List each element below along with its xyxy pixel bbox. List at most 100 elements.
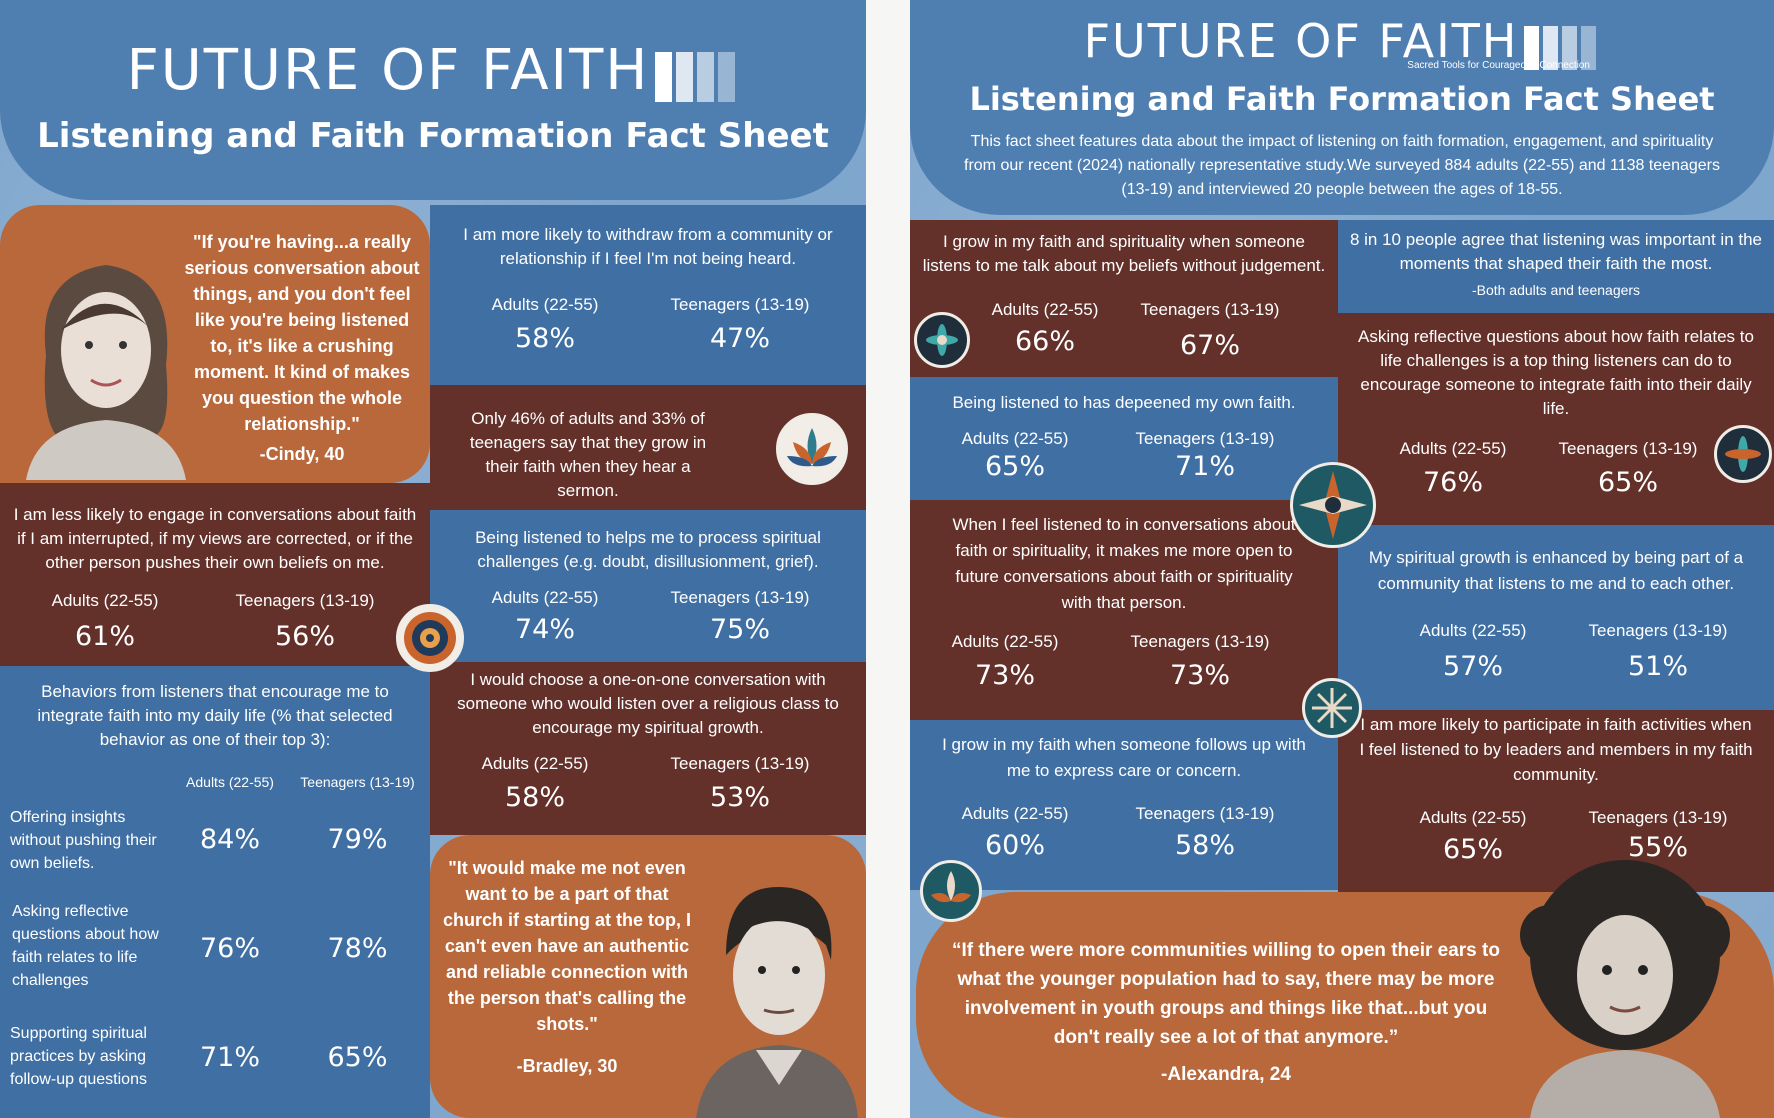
teens-value: 65% bbox=[327, 1042, 388, 1073]
sunflower-medallion-icon bbox=[396, 604, 464, 672]
stat-deepened: Being listened to has depeened my own fa… bbox=[910, 377, 1338, 500]
adults-value: 84% bbox=[199, 824, 260, 855]
adults-label: Adults (22-55) bbox=[961, 804, 1069, 823]
adults-label: Adults (22-55) bbox=[951, 632, 1059, 651]
cross-medallion-icon bbox=[914, 312, 970, 368]
teens-value: 79% bbox=[327, 824, 388, 855]
stat-statement: When I feel listened to in conversations… bbox=[952, 515, 1296, 612]
quote-cindy-card: "If you're having...a really serious con… bbox=[0, 205, 430, 483]
quote-cindy-attribution: -Cindy, 40 bbox=[259, 444, 345, 464]
fact-sheet-right: FUTURE OF FAITH Sacred Tools for Courage… bbox=[910, 0, 1774, 1118]
stat-statement: I am more likely to withdraw from a comm… bbox=[463, 225, 833, 268]
quote-alexandra-attribution: -Alexandra, 24 bbox=[1161, 1064, 1291, 1085]
header-title-row: FUTURE OF FAITH bbox=[0, 38, 866, 106]
adults-value: 73% bbox=[974, 660, 1035, 691]
adults-value: 60% bbox=[984, 830, 1045, 861]
adults-label: Adults (22-55) bbox=[481, 754, 589, 773]
stat-eight-in-ten: 8 in 10 people agree that listening was … bbox=[1338, 220, 1774, 313]
teens-label: Teenagers (13-19) bbox=[300, 774, 415, 790]
teens-label: Teenagers (13-19) bbox=[1588, 808, 1728, 827]
quote-cindy-text: "If you're having...a really serious con… bbox=[184, 232, 420, 434]
star-medallion-icon bbox=[1290, 462, 1376, 548]
adults-label: Adults (22-55) bbox=[491, 295, 599, 314]
header-left: FUTURE OF FAITH Listening and Faith Form… bbox=[0, 0, 866, 200]
adults-value: 58% bbox=[514, 323, 575, 354]
teens-label: Teenagers (13-19) bbox=[1140, 300, 1280, 319]
stat-one-on-one: I would choose a one-on-one conversation… bbox=[430, 662, 866, 835]
teens-value: 47% bbox=[709, 323, 770, 354]
teens-value: 56% bbox=[274, 621, 335, 652]
stat-statement: I am more likely to participate in faith… bbox=[1359, 715, 1753, 784]
adults-label: Adults (22-55) bbox=[491, 588, 599, 607]
adults-value: 76% bbox=[1422, 467, 1483, 498]
teens-label: Teenagers (13-19) bbox=[1135, 429, 1275, 448]
teens-value: 51% bbox=[1627, 651, 1688, 682]
adults-label: Adults (22-55) bbox=[186, 774, 274, 790]
header-subtitle: Listening and Faith Formation Fact Sheet bbox=[969, 80, 1715, 118]
teens-value: 71% bbox=[1174, 451, 1235, 482]
header-right: FUTURE OF FAITH Sacred Tools for Courage… bbox=[910, 0, 1774, 215]
behavior-label: Offering insights without pushing their … bbox=[10, 809, 157, 872]
teens-value: 65% bbox=[1597, 467, 1658, 498]
stat-note: -Both adults and teenagers bbox=[1471, 282, 1641, 298]
fleur-medallion-icon bbox=[920, 860, 982, 922]
adults-value: 65% bbox=[1442, 834, 1503, 865]
stat-statement: I would choose a one-on-one conversation… bbox=[457, 670, 839, 737]
stat-statement: I am less likely to engage in conversati… bbox=[13, 505, 417, 572]
sheet-gap bbox=[866, 0, 910, 1118]
teens-label: Teenagers (13-19) bbox=[235, 591, 375, 610]
stat-statement: I grow in my faith and spirituality when… bbox=[922, 232, 1326, 275]
teens-label: Teenagers (13-19) bbox=[670, 588, 810, 607]
teens-label: Teenagers (13-19) bbox=[1558, 439, 1698, 458]
stat-participate: I am more likely to participate in faith… bbox=[1338, 710, 1774, 892]
stat-followup: I grow in my faith when someone follows … bbox=[910, 720, 1338, 890]
stat-open: When I feel listened to in conversations… bbox=[910, 500, 1338, 720]
quote-bradley-attribution: -Bradley, 30 bbox=[516, 1056, 618, 1076]
header-title: FUTURE OF FAITH bbox=[126, 38, 650, 103]
teens-value: 75% bbox=[709, 614, 770, 645]
teens-label: Teenagers (13-19) bbox=[670, 295, 810, 314]
stat-statement: Being listened to has depeened my own fa… bbox=[952, 393, 1296, 412]
header-title: FUTURE OF FAITH bbox=[1083, 14, 1519, 68]
teens-value: 67% bbox=[1179, 330, 1240, 361]
stat-community: My spiritual growth is enhanced by being… bbox=[1338, 525, 1774, 710]
behavior-label: Supporting spiritual practices by asking… bbox=[10, 1025, 147, 1088]
lotus-medallion-icon bbox=[776, 413, 848, 485]
adults-label: Adults (22-55) bbox=[1419, 621, 1527, 640]
portrait-girl-icon bbox=[1510, 855, 1740, 1118]
adults-value: 71% bbox=[199, 1042, 260, 1073]
teens-value: 58% bbox=[1174, 830, 1235, 861]
stat-process: Being listened to helps me to process sp… bbox=[430, 510, 866, 662]
stat-reflective: Asking reflective questions about how fa… bbox=[1338, 313, 1774, 525]
teens-label: Teenagers (13-19) bbox=[670, 754, 810, 773]
stat-statement: Asking reflective questions about how fa… bbox=[1358, 327, 1754, 418]
header-tagline: Sacred Tools for Courageous Connection bbox=[1407, 60, 1590, 71]
quote-bradley-card: "It would make me not even want to be a … bbox=[430, 835, 866, 1118]
stat-engage: I am less likely to engage in conversati… bbox=[0, 483, 430, 666]
adults-value: 74% bbox=[514, 614, 575, 645]
stat-sermon: Only 46% of adults and 33% of teenagers … bbox=[430, 385, 866, 510]
teens-label: Teenagers (13-19) bbox=[1130, 632, 1270, 651]
header-intro: This fact sheet features data about the … bbox=[964, 133, 1720, 198]
adults-value: 57% bbox=[1442, 651, 1503, 682]
stat-statement: Only 46% of adults and 33% of teenagers … bbox=[469, 409, 707, 500]
quote-bradley-text: "It would make me not even want to be a … bbox=[442, 858, 691, 1034]
portrait-man-icon bbox=[686, 865, 862, 1118]
stat-statement: Being listened to helps me to process sp… bbox=[475, 528, 821, 571]
stat-grow-judgement: I grow in my faith and spirituality when… bbox=[910, 220, 1338, 377]
stat-statement: I grow in my faith when someone follows … bbox=[942, 735, 1306, 780]
logo-bars-icon bbox=[655, 41, 739, 106]
adults-value: 76% bbox=[199, 933, 260, 964]
teens-value: 55% bbox=[1627, 832, 1688, 863]
adults-label: Adults (22-55) bbox=[1399, 439, 1507, 458]
adults-label: Adults (22-55) bbox=[991, 300, 1099, 319]
behavior-label: Asking reflective questions about how fa… bbox=[12, 903, 159, 989]
teens-value: 78% bbox=[327, 933, 388, 964]
cross-medallion-icon bbox=[1714, 425, 1772, 483]
teens-label: Teenagers (13-19) bbox=[1588, 621, 1728, 640]
portrait-woman-icon bbox=[6, 235, 206, 480]
stat-statement: Behaviors from listeners that encourage … bbox=[37, 682, 393, 749]
adults-value: 65% bbox=[984, 451, 1045, 482]
adults-value: 58% bbox=[504, 782, 565, 813]
teens-value: 73% bbox=[1169, 660, 1230, 691]
